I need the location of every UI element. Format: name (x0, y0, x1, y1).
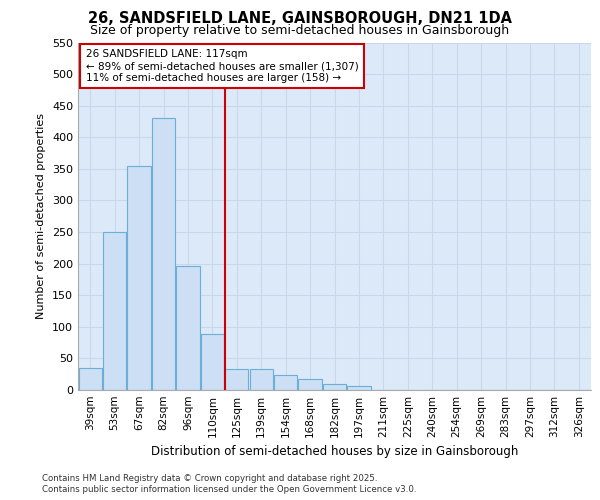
Y-axis label: Number of semi-detached properties: Number of semi-detached properties (37, 114, 46, 320)
Bar (176, 266, 200, 390)
Text: 26 SANDSFIELD LANE: 117sqm
← 89% of semi-detached houses are smaller (1,307)
11%: 26 SANDSFIELD LANE: 117sqm ← 89% of semi… (86, 50, 358, 82)
Bar (225, 369, 248, 390)
Bar (298, 380, 322, 390)
Bar (323, 384, 346, 390)
Text: Contains HM Land Registry data © Crown copyright and database right 2025.
Contai: Contains HM Land Registry data © Crown c… (42, 474, 416, 494)
X-axis label: Distribution of semi-detached houses by size in Gainsborough: Distribution of semi-detached houses by … (151, 446, 518, 458)
Bar (274, 376, 297, 390)
Bar (250, 369, 273, 390)
Bar (103, 232, 126, 390)
Bar (79, 368, 102, 390)
Text: Size of property relative to semi-detached houses in Gainsborough: Size of property relative to semi-detach… (91, 24, 509, 37)
Text: 26, SANDSFIELD LANE, GAINSBOROUGH, DN21 1DA: 26, SANDSFIELD LANE, GAINSBOROUGH, DN21 … (88, 11, 512, 26)
Bar (127, 166, 151, 390)
Bar (201, 334, 224, 390)
Bar (152, 118, 175, 390)
Bar (347, 386, 371, 390)
